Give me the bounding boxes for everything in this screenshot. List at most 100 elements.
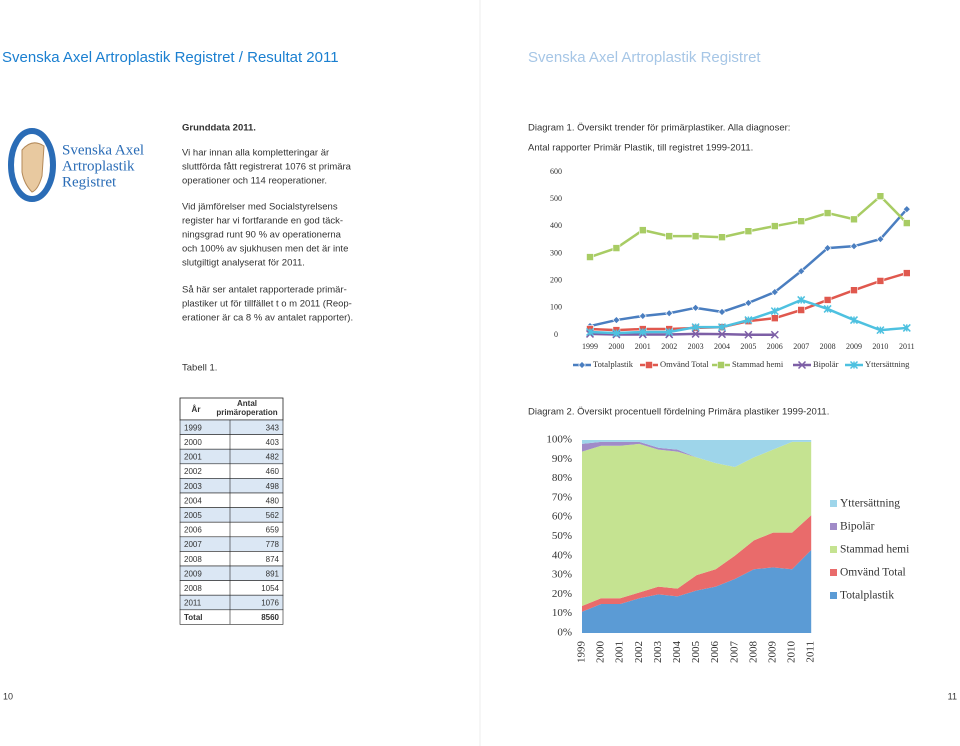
legend-marker <box>797 360 807 370</box>
data-point <box>691 329 700 338</box>
x-tick-label: 2000 <box>595 641 607 664</box>
table-cell: 778 <box>266 540 280 549</box>
data-point <box>639 226 647 234</box>
series-area <box>582 441 812 468</box>
legend-label: Omvänd Total <box>840 567 906 579</box>
paragraph-line: och 100% av sjukhusen men det är inte <box>182 244 348 255</box>
legend-marker <box>849 360 859 370</box>
x-tick-label: 2011 <box>899 342 915 351</box>
legend-label: Totalplastik <box>840 590 894 602</box>
table-cell: 2000 <box>184 438 202 447</box>
data-point <box>823 296 832 304</box>
legend-label: Yttersättning <box>865 359 910 369</box>
data-point <box>797 217 805 225</box>
table-cell: 874 <box>266 555 280 564</box>
x-tick-label: 2003 <box>688 342 704 351</box>
data-point <box>585 327 595 337</box>
table-cell: 2009 <box>184 569 202 578</box>
logo-text: Artroplastik <box>62 158 135 174</box>
page-number: 10 <box>3 691 13 701</box>
data-point <box>876 235 885 244</box>
table-cell: Total <box>184 613 203 622</box>
y-tick-label: 20% <box>552 588 572 600</box>
data-point <box>718 233 726 241</box>
legend-label: Omvänd Total <box>660 359 709 369</box>
x-tick-label: 2005 <box>740 342 756 351</box>
data-point <box>797 267 806 276</box>
data-point <box>770 330 779 339</box>
x-tick-label: 2001 <box>635 342 651 351</box>
data-point <box>876 277 885 285</box>
data-point <box>823 209 832 217</box>
x-tick-label: 2002 <box>633 641 645 663</box>
y-tick-label: 50% <box>552 530 572 542</box>
data-point <box>718 307 726 316</box>
paragraph-line: operationer och 114 reoperationer. <box>182 176 327 187</box>
data-point <box>770 288 779 297</box>
x-tick-label: 2004 <box>671 641 683 664</box>
logo-ring <box>8 128 56 202</box>
paragraph-line: Vid jämförelser med Socialstyrelsens <box>182 202 338 213</box>
table-cell: 2008 <box>184 584 202 593</box>
x-tick-label: 2009 <box>767 641 779 664</box>
legend-swatch <box>830 592 837 599</box>
x-tick-label: 2010 <box>786 641 798 664</box>
data-point <box>691 323 700 332</box>
x-tick-label: 2004 <box>714 342 730 351</box>
series-line <box>589 332 775 336</box>
y-tick-label: 80% <box>552 472 572 484</box>
x-tick-label: 2003 <box>652 641 664 664</box>
data-point <box>823 304 832 313</box>
legend-swatch <box>830 523 837 530</box>
table-cell: 2007 <box>184 540 202 549</box>
data-point <box>691 232 700 240</box>
legend-label: Yttersättning <box>840 498 900 510</box>
y-tick-label: 90% <box>552 453 572 465</box>
paragraph-line: plastiker ut för tillfället t o m 2011 (… <box>182 299 352 310</box>
chart-title: Diagram 1. Översikt trender för primärpl… <box>528 123 790 134</box>
x-tick-label: 2011 <box>805 641 817 663</box>
paragraph-line: erationer är ca 8 % av antalet rapporter… <box>182 313 353 324</box>
y-tick-label: 0% <box>557 627 572 639</box>
data-point <box>612 329 621 338</box>
data-point <box>771 222 779 230</box>
table-cell: 498 <box>266 482 280 491</box>
data-point <box>797 295 806 304</box>
data-point <box>849 316 859 325</box>
data-point <box>903 219 911 227</box>
legend-label: Stammad hemi <box>840 544 909 556</box>
logo-text: Svenska Axel <box>62 142 144 158</box>
data-point <box>902 323 911 332</box>
data-point <box>638 312 647 320</box>
legend-label: Totalplastik <box>593 359 634 369</box>
logo: Svenska Axel Artroplastik Registret <box>8 128 144 202</box>
y-tick-label: 300 <box>550 248 562 257</box>
x-tick-label: 2009 <box>846 342 862 351</box>
logo-text: Registret <box>62 174 117 190</box>
y-tick-label: 100 <box>550 303 562 312</box>
y-tick-label: 70% <box>552 491 572 503</box>
data-point <box>717 323 727 332</box>
paragraph-line: sluttförda fått registrerat 1076 st prim… <box>182 162 352 173</box>
data-point <box>903 269 911 277</box>
table-cell: 2011 <box>184 599 202 608</box>
table-cell: 2003 <box>184 482 202 491</box>
table-cell: 8560 <box>261 613 279 622</box>
data-point <box>665 309 674 318</box>
y-tick-label: 30% <box>552 569 572 581</box>
table-caption: Tabell 1. <box>182 363 217 374</box>
series-area <box>582 441 812 606</box>
data-point <box>691 303 700 312</box>
x-tick-label: 2005 <box>690 641 702 664</box>
table-cell: 2008 <box>184 555 202 564</box>
data-point <box>770 307 779 316</box>
header-right: Svenska Axel Artroplastik Registret <box>528 49 761 66</box>
table-cell: 482 <box>266 453 280 462</box>
data-point <box>850 242 858 251</box>
legend-marker <box>717 361 725 369</box>
data-point <box>612 244 621 252</box>
legend-label: Bipolär <box>840 521 875 533</box>
data-point <box>744 316 753 325</box>
x-tick-label: 2002 <box>661 342 677 351</box>
table-cell: 480 <box>266 496 280 505</box>
